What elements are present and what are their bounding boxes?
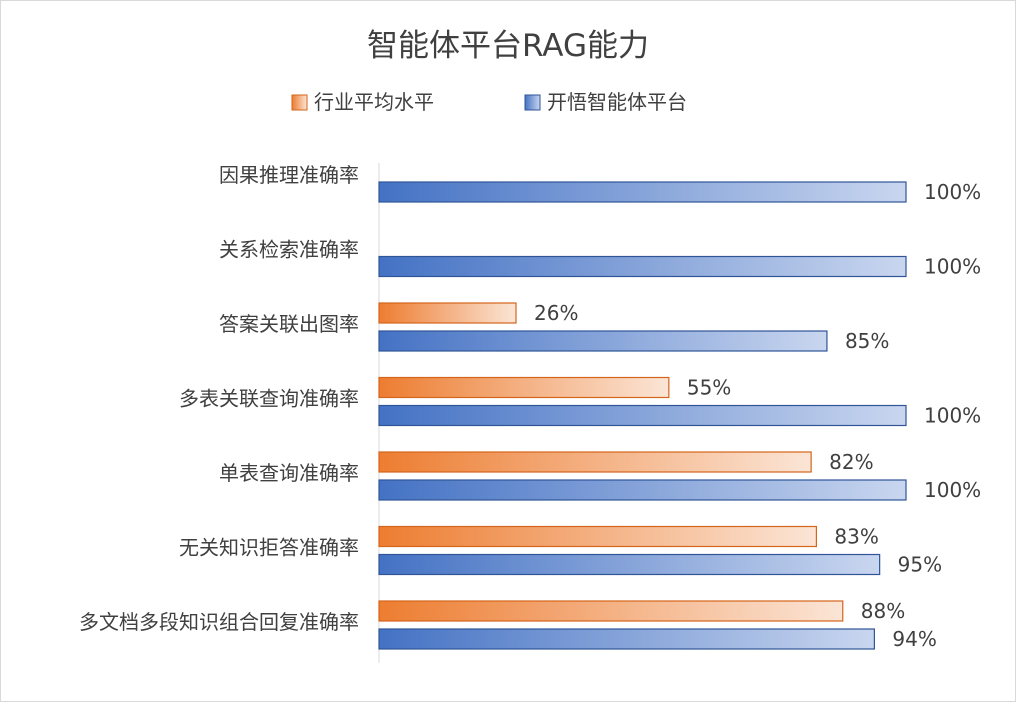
category-label-2: 答案关联出图率 — [219, 312, 359, 336]
category-label-1: 关系检索准确率 — [219, 238, 359, 262]
chart-title: 智能体平台RAG能力 — [367, 28, 649, 64]
bar-kaiwu-5 — [379, 555, 880, 575]
data-label-industry-3: 55% — [687, 376, 731, 400]
bar-industry-5 — [379, 527, 816, 547]
category-label-4: 单表查询准确率 — [219, 461, 359, 485]
legend: 行业平均水平 开悟智能体平台 — [292, 90, 687, 114]
bars — [379, 182, 906, 649]
bar-kaiwu-3 — [379, 406, 906, 426]
data-label-kaiwu-4: 100% — [924, 478, 981, 502]
data-label-kaiwu-0: 100% — [924, 180, 981, 204]
legend-swatch-1 — [525, 95, 540, 110]
data-label-kaiwu-1: 100% — [924, 255, 981, 279]
data-label-kaiwu-6: 94% — [892, 627, 936, 651]
category-label-3: 多表关联查询准确率 — [179, 387, 359, 411]
bar-industry-3 — [379, 378, 669, 398]
legend-label-0: 行业平均水平 — [314, 90, 434, 114]
bar-industry-2 — [379, 303, 516, 323]
bar-kaiwu-4 — [379, 480, 906, 500]
data-label-industry-6: 88% — [861, 599, 905, 623]
data-label-kaiwu-2: 85% — [845, 329, 889, 353]
category-labels: 因果推理准确率关系检索准确率答案关联出图率多表关联查询准确率单表查询准确率无关知… — [79, 163, 359, 634]
bar-kaiwu-1 — [379, 257, 906, 277]
bar-kaiwu-2 — [379, 331, 827, 351]
legend-label-1: 开悟智能体平台 — [547, 90, 687, 114]
category-label-0: 因果推理准确率 — [219, 163, 359, 187]
data-label-kaiwu-3: 100% — [924, 404, 981, 428]
data-label-industry-5: 83% — [834, 525, 878, 549]
bar-industry-6 — [379, 601, 843, 621]
data-label-industry-4: 82% — [829, 450, 873, 474]
data-label-industry-2: 26% — [534, 301, 578, 325]
data-label-kaiwu-5: 95% — [898, 553, 942, 577]
category-label-5: 无关知识拒答准确率 — [179, 536, 359, 560]
legend-swatch-0 — [292, 95, 307, 110]
bar-kaiwu-0 — [379, 182, 906, 202]
bar-industry-4 — [379, 452, 811, 472]
category-label-6: 多文档多段知识组合回复准确率 — [79, 610, 359, 634]
bar-kaiwu-6 — [379, 629, 874, 649]
